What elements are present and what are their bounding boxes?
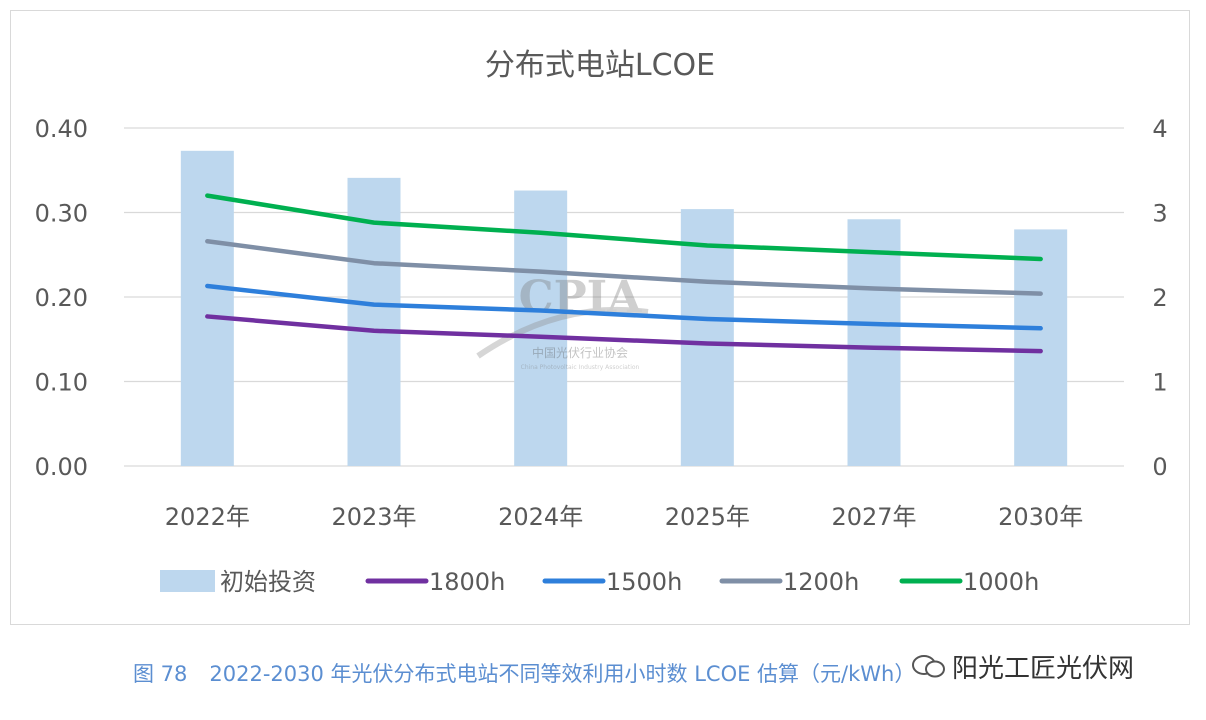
legend-label-1500h: 1500h — [606, 568, 682, 596]
bar-initial-investment — [180, 150, 234, 466]
bar-series — [180, 150, 1068, 467]
cpia-watermark: CPIA 中国光伏行业协会 China Photovoltaic Industr… — [476, 272, 649, 371]
bar-initial-investment — [680, 209, 734, 466]
left-tick-label: 0.30 — [35, 200, 88, 228]
left-tick-label: 0.10 — [35, 369, 88, 397]
legend-label-1000h: 1000h — [963, 568, 1039, 596]
caption-text: 2022-2030 年光伏分布式电站不同等效利用小时数 LCOE 估算（元/kW… — [209, 662, 916, 686]
bar-initial-investment — [1014, 229, 1068, 466]
legend-label-1200h: 1200h — [783, 568, 859, 596]
bar-initial-investment — [514, 190, 568, 466]
category-label: 2022年 — [165, 503, 250, 531]
account-name: 阳光工匠光伏网 — [952, 654, 1135, 684]
category-label: 2023年 — [331, 503, 416, 531]
account-watermark: 阳光工匠光伏网 — [912, 648, 1134, 685]
category-label: 2024年 — [498, 503, 583, 531]
left-tick-label: 0.20 — [35, 284, 88, 312]
series-line-1200h — [205, 238, 1043, 296]
category-label: 2027年 — [831, 503, 916, 531]
left-tick-label: 0.40 — [35, 115, 88, 143]
left-tick-label: 0.00 — [35, 453, 88, 481]
legend-label-1800h: 1800h — [429, 568, 505, 596]
line-series — [205, 193, 1043, 354]
right-tick-label: 0 — [1152, 453, 1167, 481]
figure-caption: 图 78 2022-2030 年光伏分布式电站不同等效利用小时数 LCOE 估算（… — [133, 658, 915, 688]
category-label: 2025年 — [665, 503, 750, 531]
legend-swatch-bars — [160, 570, 215, 592]
bar-initial-investment — [847, 219, 901, 466]
caption-figure-number: 图 78 — [133, 662, 188, 686]
legend: 初始投资 1800h 1500h 1200h 1000h — [160, 568, 1039, 596]
category-label: 2030年 — [998, 503, 1083, 531]
lcoe-chart: CPIA 中国光伏行业协会 China Photovoltaic Industr… — [35, 48, 1168, 596]
right-tick-label: 1 — [1152, 369, 1167, 397]
watermark-org: 中国光伏行业协会 — [532, 345, 628, 360]
series-line-1800h — [205, 314, 1043, 354]
right-tick-label: 2 — [1152, 284, 1167, 312]
axes: 0.00 0.10 0.20 0.30 0.40 0 1 2 3 4 2022年 2023年 2024年… — [35, 115, 1168, 531]
series-line-1500h — [205, 283, 1043, 331]
watermark-org-en: China Photovoltaic Industry Association — [521, 364, 640, 371]
right-tick-label: 3 — [1152, 200, 1167, 228]
series-line-1000h — [205, 193, 1043, 262]
chat-bubble-icon — [912, 654, 946, 680]
watermark-swoosh — [476, 306, 649, 359]
chart-title: 分布式电站LCOE — [485, 48, 715, 83]
legend-label-bars: 初始投资 — [220, 568, 316, 596]
right-tick-label: 4 — [1152, 115, 1167, 143]
